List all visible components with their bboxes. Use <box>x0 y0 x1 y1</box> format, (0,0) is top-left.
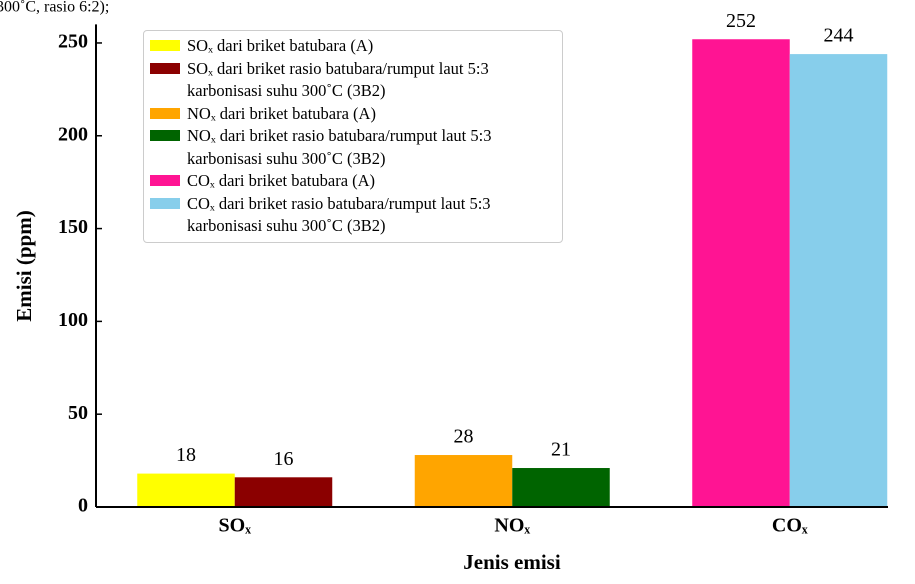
legend-swatch <box>150 197 180 209</box>
y-tick-label: 0 <box>78 495 88 517</box>
y-tick-label: 150 <box>58 216 88 238</box>
x-tick-label: COₓ <box>772 515 808 537</box>
legend: SOₓ dari briket batubara (A) SOₓ dari bri… <box>143 30 563 243</box>
legend-swatch <box>150 40 180 51</box>
legend-entry: NOₓ dari briket batubara (A) <box>150 103 556 126</box>
y-tick-label: 250 <box>58 31 88 53</box>
legend-label: COₓ dari briket batubara (A) <box>187 171 376 190</box>
legend-swatch <box>150 130 180 141</box>
legend-swatch <box>150 175 180 186</box>
bar <box>234 477 333 507</box>
x-tick-label: SOₓ <box>219 515 252 537</box>
data-label: 28 <box>454 426 474 448</box>
legend-label: SOₓ dari briket rasio batubara/rumput la… <box>187 58 489 101</box>
bar <box>137 473 235 507</box>
x-tick-label: NOₓ <box>494 515 530 537</box>
legend-label: SOₓ dari briket batubara (A) <box>187 36 374 55</box>
bar <box>512 468 610 507</box>
data-label: 252 <box>726 10 756 32</box>
data-label: 21 <box>551 439 571 461</box>
data-label: 18 <box>176 444 196 466</box>
y-tick-label: 100 <box>58 309 88 331</box>
legend-label: NOₓ dari briket batubara (A) <box>187 103 376 123</box>
data-label: 16 <box>274 448 294 470</box>
legend-swatch <box>150 62 180 74</box>
y-axis-label: Emisi (ppm) <box>12 210 36 321</box>
bar <box>692 39 790 507</box>
bar <box>414 455 513 507</box>
legend-entry: SOₓ dari briket rasio batubara/rumput la… <box>150 58 556 103</box>
caption-fragment: 300˚C, rasio 6:2); <box>0 0 109 16</box>
legend-entry: COₓ dari briket rasio batubara/rumput la… <box>150 193 556 238</box>
bar <box>789 54 888 508</box>
y-tick-label: 200 <box>58 123 88 145</box>
legend-entry: COₓ dari briket batubara (A) <box>150 170 556 193</box>
legend-entry: NOₓ dari briket rasio batubara/rumput la… <box>150 125 556 170</box>
legend-label: COₓ dari briket rasio batubara/rumput la… <box>187 193 491 236</box>
legend-swatch <box>150 107 180 119</box>
legend-label: NOₓ dari briket rasio batubara/rumput la… <box>187 126 492 168</box>
y-tick-label: 50 <box>68 402 88 424</box>
x-axis-label: Jenis emisi <box>463 550 561 574</box>
legend-entry: SOₓ dari briket batubara (A) <box>150 35 556 58</box>
data-label: 244 <box>824 25 854 47</box>
